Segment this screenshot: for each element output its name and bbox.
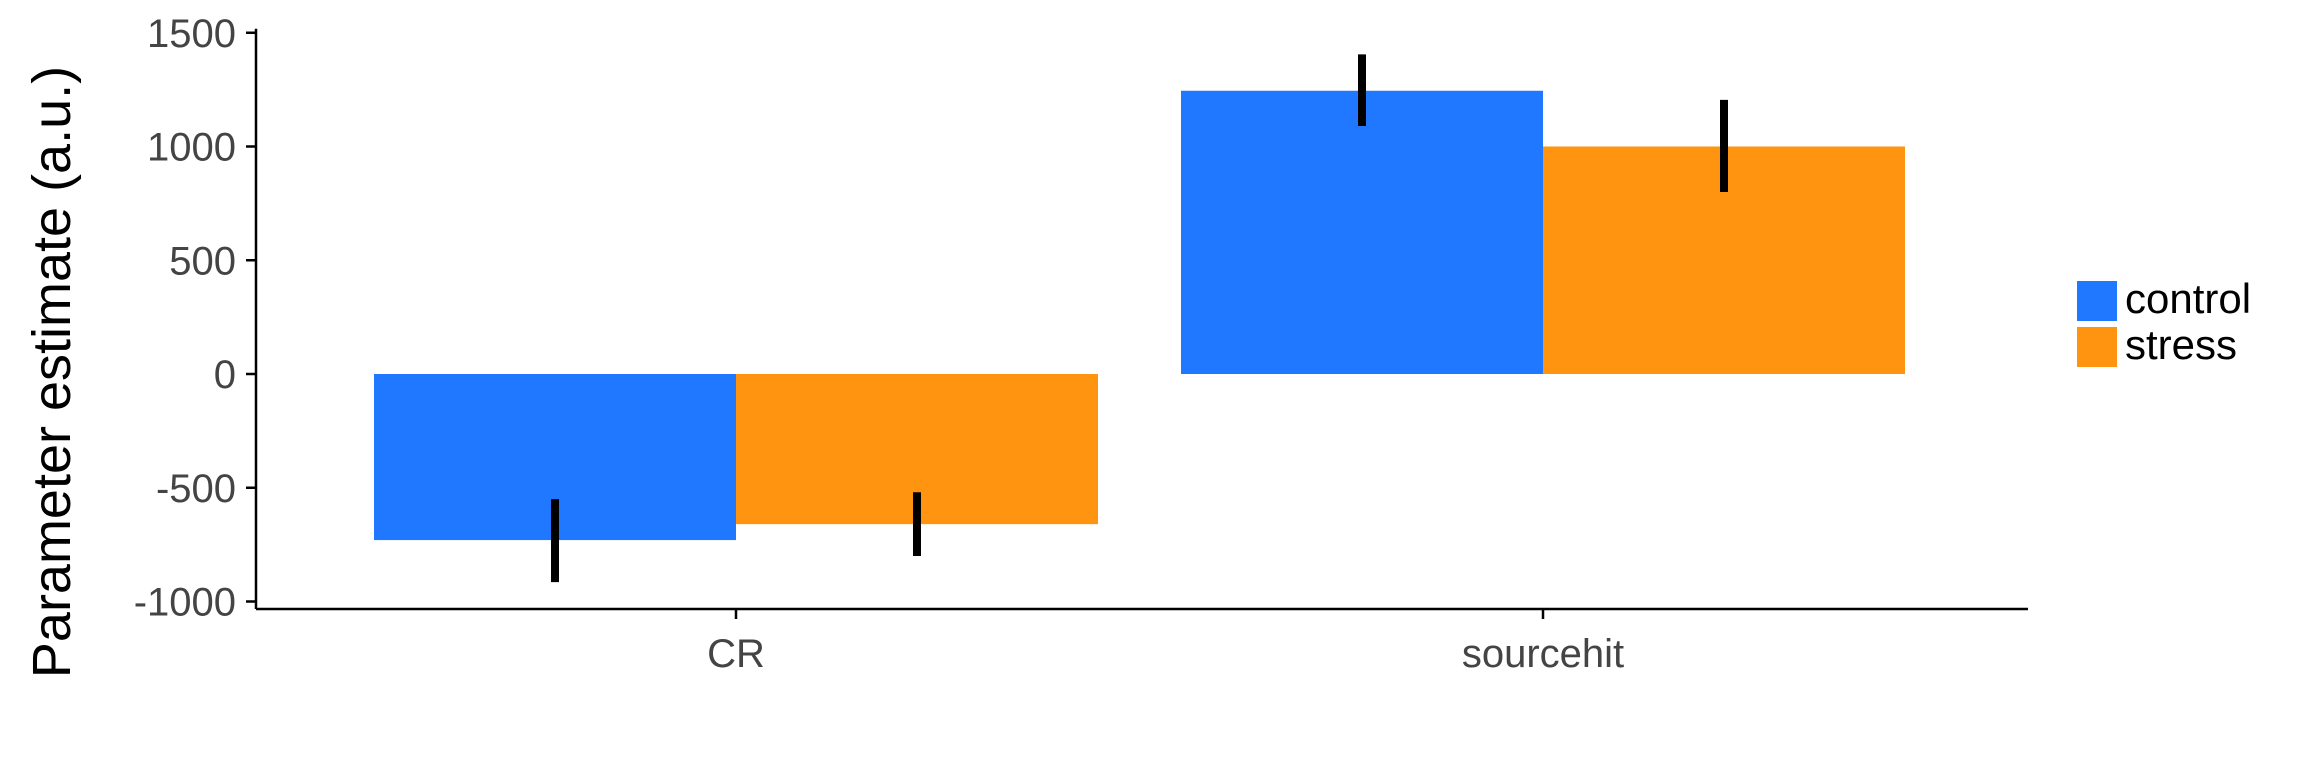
legend-key-stress — [2077, 327, 2117, 367]
bar-control-sourcehit — [1181, 90, 1543, 374]
legend-label-stress: stress — [2125, 321, 2237, 368]
y-tick-label: 500 — [169, 239, 236, 283]
error-bars-layer — [551, 54, 1728, 583]
legend-key-control — [2077, 281, 2117, 321]
y-tick-label: 1000 — [147, 126, 236, 170]
x-tick-label-sourcehit: sourcehit — [1462, 632, 1624, 676]
legend-label-control: control — [2125, 275, 2251, 322]
x-tick-label-CR: CR — [707, 632, 765, 676]
axes-layer: -1000 -500 0 500 1000 1500 CR sourcehit — [134, 12, 2028, 676]
y-tick-label: 1500 — [147, 12, 236, 56]
y-tick-label: -500 — [156, 467, 236, 511]
bars-layer — [374, 90, 1905, 541]
y-tick-label: -1000 — [134, 581, 236, 625]
y-tick-label: 0 — [214, 353, 236, 397]
y-axis-title: Parameter estimate (a.u.) — [22, 66, 82, 678]
